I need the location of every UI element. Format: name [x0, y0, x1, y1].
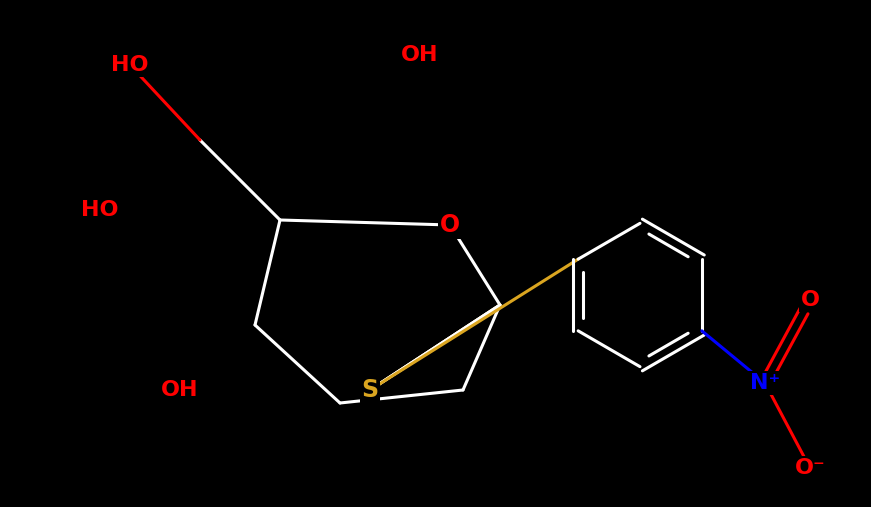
- Text: N⁺: N⁺: [750, 373, 780, 393]
- Text: OH: OH: [402, 45, 439, 65]
- Text: O⁻: O⁻: [794, 458, 826, 478]
- Text: HO: HO: [81, 200, 118, 220]
- Text: OH: OH: [161, 380, 199, 400]
- Text: O: O: [800, 290, 820, 310]
- Text: HO: HO: [111, 55, 149, 75]
- Text: S: S: [361, 378, 379, 402]
- Text: O: O: [440, 213, 460, 237]
